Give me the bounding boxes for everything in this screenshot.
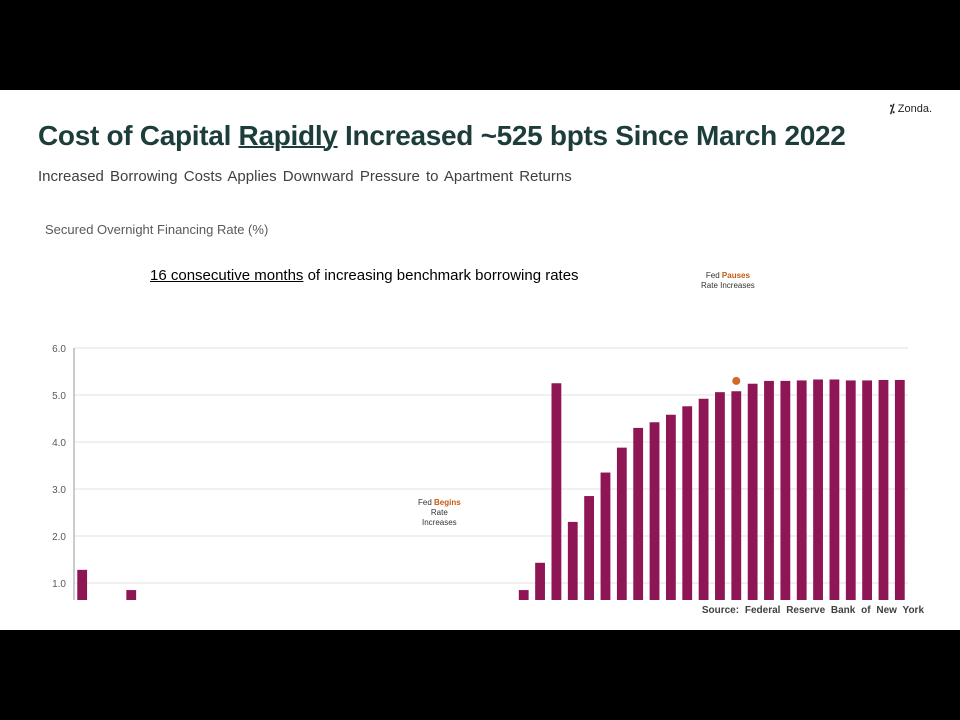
bar	[731, 391, 742, 600]
bar	[813, 379, 823, 600]
bar	[551, 383, 562, 600]
bar	[894, 379, 905, 600]
y-tick-label: 6.0	[52, 344, 66, 355]
sofr-bar-chart: 0.01.02.03.04.05.06.0 Mar-20May-20Jul-20…	[52, 344, 908, 600]
y-tick-label: 5.0	[52, 391, 66, 402]
bar	[649, 422, 660, 600]
annotation-fed-begins: Fed Begins Rate Increases	[418, 498, 461, 527]
bar	[878, 379, 889, 600]
annotation-pauses-emphasis: Pauses	[721, 271, 750, 280]
zonda-logo-text: Zonda.	[897, 103, 932, 115]
fed-pauses-marker	[732, 376, 741, 385]
bar	[77, 569, 88, 600]
y-tick-label: 3.0	[52, 485, 66, 496]
title-post: Increased ~525 bpts Since March 2022	[337, 120, 846, 151]
bar	[616, 447, 627, 600]
bar	[682, 406, 693, 600]
bar	[698, 398, 709, 600]
chart-y-ticks: 0.01.02.03.04.05.06.0	[52, 344, 66, 590]
bar	[764, 380, 774, 600]
bar	[633, 427, 644, 600]
bar	[518, 590, 529, 600]
callout-rest: of increasing benchmark borrowing rates	[303, 267, 579, 284]
y-tick-label: 4.0	[52, 438, 66, 449]
bar	[845, 380, 856, 600]
zonda-mark-icon: ⁒	[889, 102, 895, 116]
bar	[747, 383, 758, 600]
bar	[584, 496, 595, 600]
bar	[126, 590, 137, 600]
bar	[780, 380, 791, 600]
page-title: Cost of Capital Rapidly Increased ~525 b…	[38, 120, 846, 152]
callout-text: 16 consecutive months of increasing benc…	[150, 267, 579, 284]
chart-markers	[732, 376, 741, 385]
bar	[600, 472, 611, 600]
title-emphasis: Rapidly	[238, 120, 338, 151]
page-subtitle: Increased Borrowing Costs Applies Downwa…	[38, 168, 572, 185]
title-pre: Cost of Capital	[38, 120, 239, 151]
y-tick-label: 2.0	[52, 532, 66, 543]
slide: ⁒ Zonda. Cost of Capital Rapidly Increas…	[0, 90, 960, 630]
bar	[715, 392, 725, 600]
bar	[796, 380, 807, 600]
bar	[567, 521, 578, 600]
annotation-begins-emphasis: Begins	[434, 498, 461, 507]
zonda-logo: ⁒ Zonda.	[889, 102, 932, 116]
chart-title: Secured Overnight Financing Rate (%)	[45, 222, 269, 237]
y-tick-label: 1.0	[52, 579, 66, 590]
chart-bars	[77, 379, 905, 600]
callout-emphasis: 16 consecutive months	[150, 267, 304, 284]
annotation-fed-pauses: Fed Pauses Rate Increases	[701, 271, 755, 290]
bar	[665, 414, 676, 600]
bar	[829, 379, 840, 600]
source-note: Source: Federal Reserve Bank of New York	[701, 605, 924, 616]
bar	[862, 380, 873, 600]
bar	[535, 562, 545, 600]
